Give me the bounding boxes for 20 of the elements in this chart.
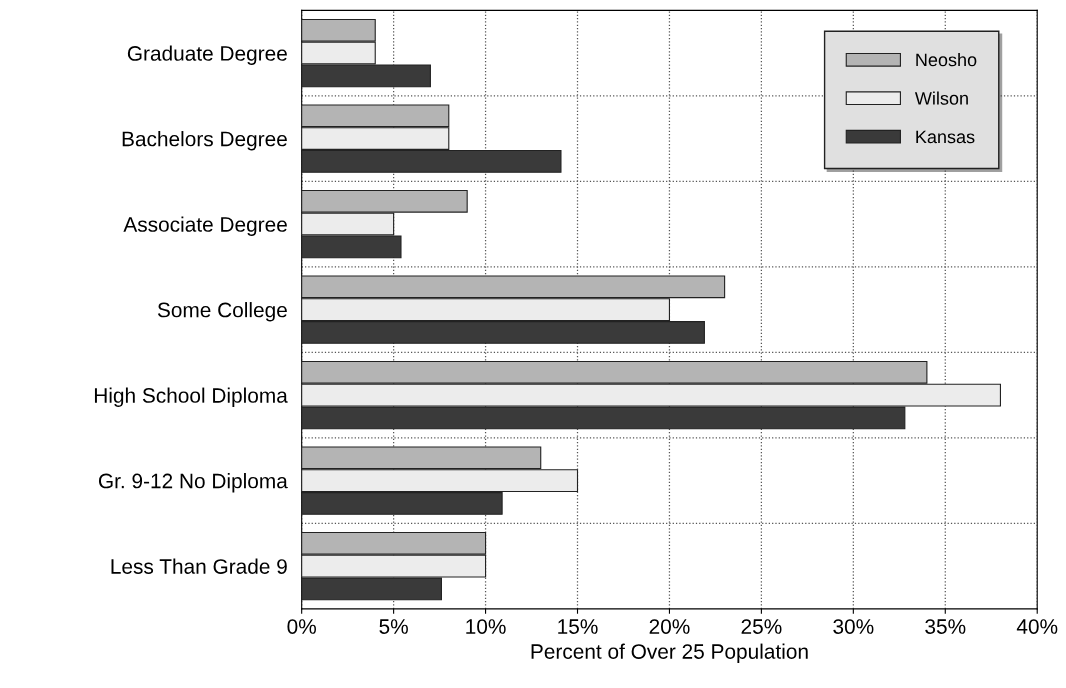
x-tick-label: 30% xyxy=(833,619,874,634)
x-tick-label: 40% xyxy=(1016,619,1058,634)
x-tick-label: 25% xyxy=(741,619,782,634)
x-axis-title: Percent of Over 25 Population xyxy=(531,643,808,663)
y-tick-label: High School Diploma xyxy=(94,387,288,407)
x-tick-label: 10% xyxy=(466,619,506,634)
y-tick-label: Graduate Degree xyxy=(127,45,287,65)
x-tick-label: 15% xyxy=(558,619,598,634)
x-tick-label: 5% xyxy=(379,619,408,634)
legend-label: Wilson xyxy=(914,91,968,105)
legend-label: Neosho xyxy=(916,52,977,67)
y-tick-label: Less Than Grade 9 xyxy=(111,558,287,574)
x-tick-label: 35% xyxy=(925,619,966,634)
y-tick-label: Gr. 9-12 No Diploma xyxy=(98,473,288,493)
x-tick-label: 20% xyxy=(649,619,690,634)
y-tick-label: Some College xyxy=(157,302,287,322)
y-tick-label: Associate Degree xyxy=(123,216,287,236)
x-tick-label: 0% xyxy=(287,619,316,634)
y-tick-label: Bachelors Degree xyxy=(122,131,287,151)
legend-label: Kansas xyxy=(916,130,975,144)
